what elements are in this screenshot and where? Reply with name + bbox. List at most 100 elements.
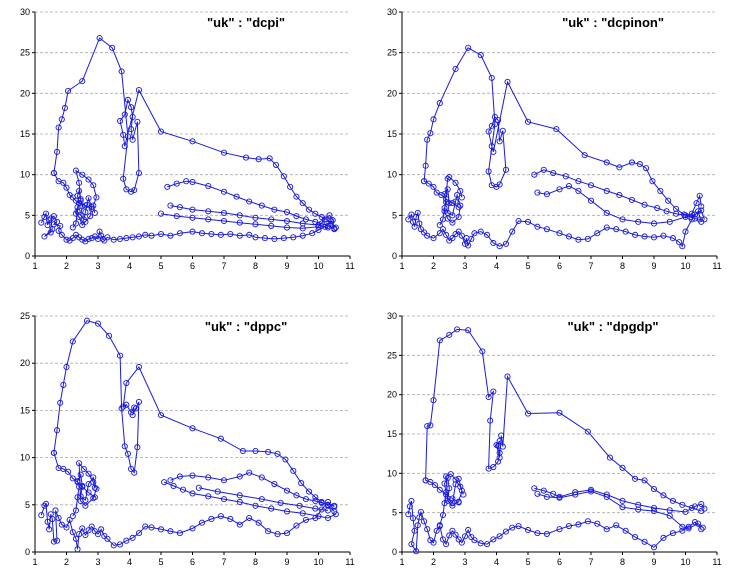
data-point [252, 221, 259, 228]
data-point [236, 219, 243, 226]
data-point [42, 500, 50, 507]
data-point [461, 533, 469, 540]
data-point [55, 227, 62, 234]
data-point [619, 504, 626, 511]
data-point [315, 513, 322, 520]
data-point [587, 182, 595, 189]
data-point [439, 536, 447, 543]
data-point [272, 161, 280, 168]
data-point [198, 519, 205, 526]
data-point [465, 44, 472, 51]
data-point [433, 527, 440, 534]
data-point [220, 149, 228, 156]
data-point [90, 182, 97, 189]
data-point [650, 486, 658, 493]
data-point [430, 539, 437, 546]
data-point [688, 210, 695, 217]
data-point [483, 231, 491, 238]
data-point [274, 450, 281, 457]
data-point [663, 208, 670, 215]
data-point [124, 96, 131, 103]
data-point [76, 531, 83, 538]
data-point [491, 121, 498, 128]
data-point [87, 213, 94, 220]
x-tick-label: 9 [651, 261, 656, 271]
data-point [691, 503, 699, 510]
series-line [537, 185, 705, 225]
data-point [252, 214, 259, 221]
data-point [189, 525, 196, 532]
data-point [167, 232, 174, 239]
data-point [85, 195, 92, 202]
data-point [236, 473, 243, 480]
data-point [189, 425, 196, 432]
data-point [50, 213, 57, 220]
data-point [430, 235, 437, 242]
data-point [85, 235, 92, 242]
data-point [556, 230, 563, 237]
data-point [176, 230, 183, 237]
data-point [424, 232, 431, 239]
x-tick-label: 6 [190, 261, 195, 271]
data-point [468, 235, 475, 242]
data-point [121, 443, 128, 450]
data-point [682, 213, 689, 221]
x-tick-label: 1 [399, 557, 404, 567]
data-point [96, 228, 103, 235]
data-point [477, 540, 484, 547]
data-point [271, 480, 278, 488]
data-point [77, 497, 84, 505]
data-point [632, 534, 639, 541]
data-point [665, 197, 672, 204]
data-point [436, 100, 443, 107]
data-point [332, 224, 339, 231]
x-tick-label: 10 [313, 557, 323, 567]
data-point [679, 523, 686, 530]
data-point [632, 475, 639, 482]
data-point [72, 167, 79, 174]
y-tick-label: 30 [20, 7, 30, 17]
data-point [641, 538, 648, 545]
data-point [436, 222, 443, 229]
data-point [449, 495, 456, 502]
data-point [496, 138, 503, 145]
data-point [443, 199, 450, 206]
data-point [565, 522, 573, 530]
data-point [504, 373, 511, 380]
data-point [123, 379, 130, 387]
data-point [135, 363, 142, 371]
data-point [101, 237, 108, 244]
data-point [556, 494, 563, 501]
data-point [587, 197, 595, 204]
data-point [65, 468, 72, 475]
data-point [79, 78, 86, 85]
data-point [220, 188, 228, 195]
data-point [584, 428, 591, 435]
data-point [446, 331, 453, 338]
data-point [650, 504, 658, 511]
data-point [129, 234, 136, 241]
data-point [195, 484, 202, 491]
data-point [540, 487, 547, 494]
data-point [129, 534, 136, 541]
data-point [167, 528, 174, 535]
data-point [603, 493, 610, 500]
data-point [616, 164, 623, 171]
data-point [490, 239, 497, 247]
data-point [693, 200, 700, 207]
data-point [499, 127, 506, 134]
data-point [594, 230, 601, 237]
y-tick-label: 0 [392, 547, 397, 557]
data-point [77, 471, 84, 478]
data-point [74, 546, 81, 553]
data-point [189, 472, 196, 479]
series-line [423, 180, 459, 208]
data-point [142, 523, 149, 530]
data-point [123, 537, 130, 544]
data-point [96, 34, 103, 42]
data-point [246, 469, 253, 476]
y-tick-label: 0 [25, 251, 30, 261]
data-point [198, 230, 205, 237]
data-point [493, 441, 500, 449]
chart-title: "uk" : "dpgdp" [568, 319, 659, 334]
